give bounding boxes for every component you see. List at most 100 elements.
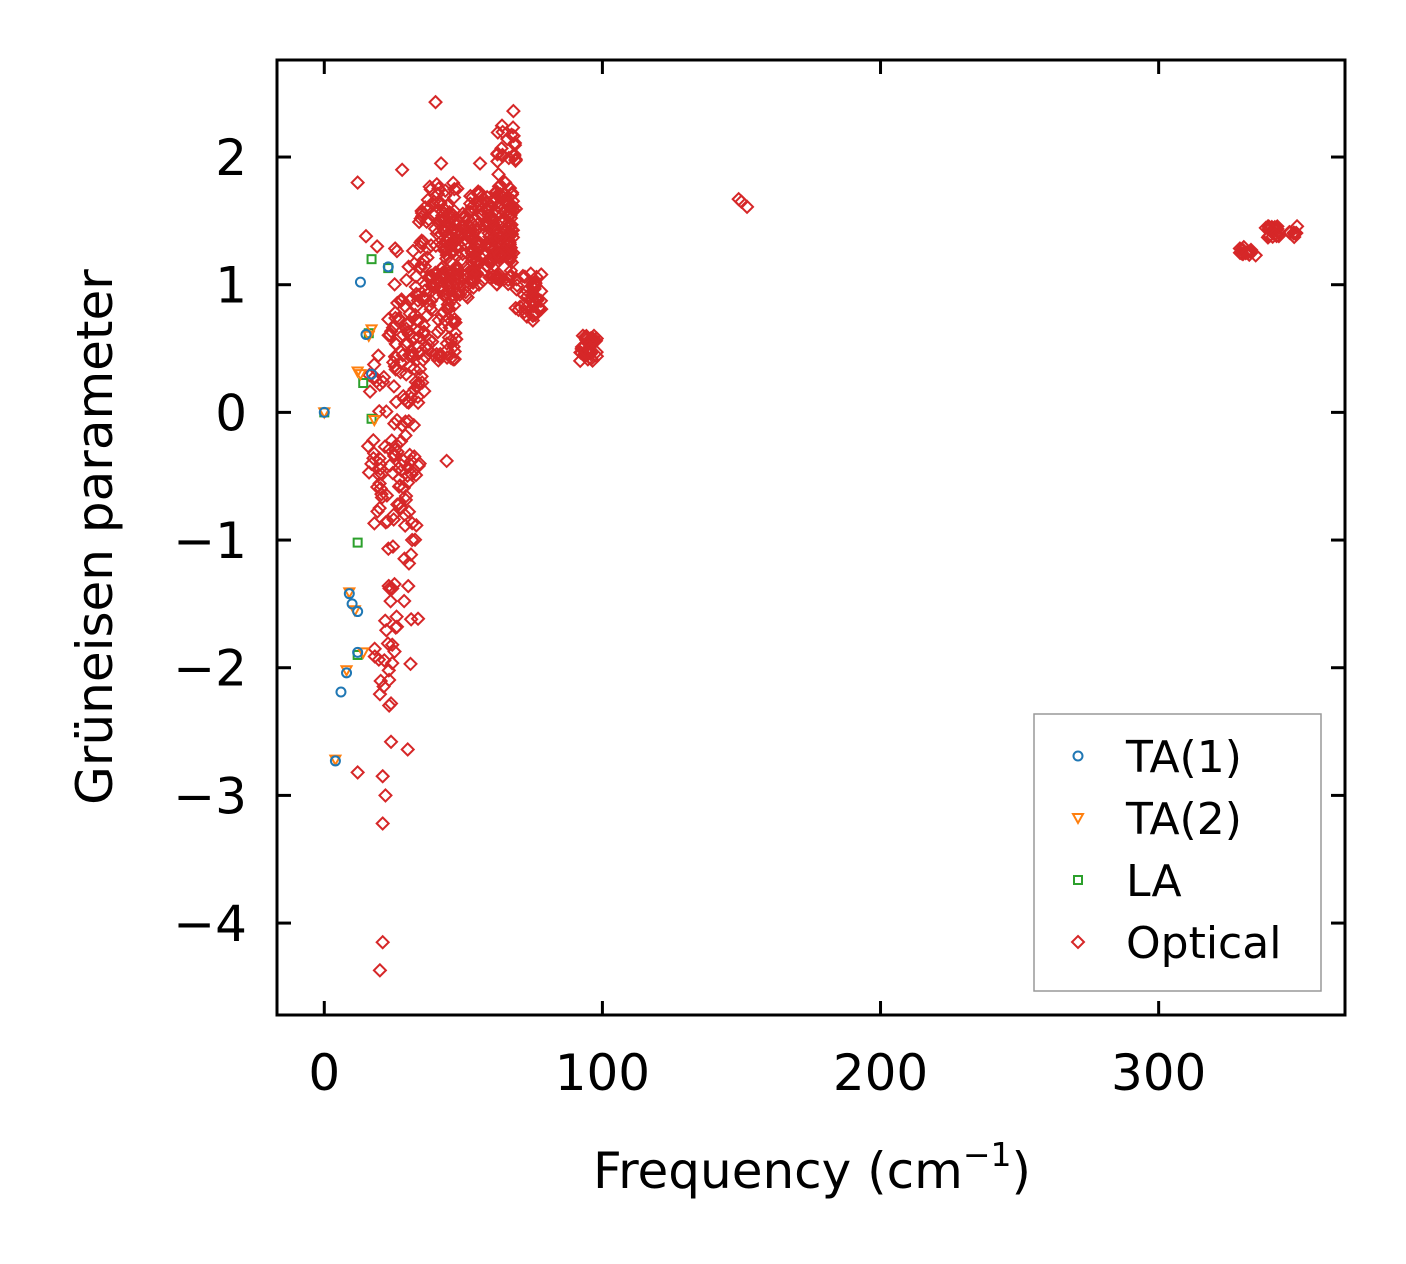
point-optical xyxy=(410,611,426,627)
point-optical xyxy=(414,368,429,384)
point-la xyxy=(352,537,363,548)
point-optical xyxy=(447,311,462,327)
point-optical xyxy=(371,652,387,668)
point-optical xyxy=(383,734,399,750)
point-ta-1- xyxy=(335,686,347,698)
point-optical xyxy=(358,228,374,244)
point-optical xyxy=(376,652,392,668)
point-optical xyxy=(443,333,459,349)
point-optical xyxy=(414,375,430,390)
point-ta-1- xyxy=(329,755,341,767)
point-optical xyxy=(579,328,594,344)
x-axis-label: Frequency (cm−1) xyxy=(593,1135,1031,1200)
point-optical xyxy=(1234,242,1250,258)
point-optical xyxy=(393,293,409,309)
series-ta-1- xyxy=(318,261,394,767)
point-optical xyxy=(383,593,399,609)
point-optical xyxy=(392,312,408,328)
point-optical xyxy=(458,288,474,304)
point-optical xyxy=(433,156,449,171)
point-optical xyxy=(382,581,397,596)
point-optical xyxy=(377,613,393,629)
point-optical xyxy=(380,541,396,557)
point-optical xyxy=(516,287,532,303)
point-optical xyxy=(365,432,381,448)
point-optical xyxy=(407,532,423,548)
point-optical xyxy=(498,212,513,228)
point-optical xyxy=(391,496,407,512)
y-tick-label: 0 xyxy=(215,384,247,442)
point-optical xyxy=(386,448,402,464)
point-optical xyxy=(431,312,447,328)
point-optical xyxy=(439,453,455,469)
plot-frame xyxy=(275,58,1347,1017)
legend-label: LA xyxy=(1126,856,1182,907)
point-optical xyxy=(445,175,461,191)
point-optical xyxy=(495,124,511,140)
point-optical xyxy=(370,503,385,519)
point-ta-1- xyxy=(346,598,358,610)
point-optical xyxy=(525,313,541,328)
point-optical xyxy=(431,181,446,196)
point-optical xyxy=(457,237,473,252)
point-optical xyxy=(426,194,442,209)
point-optical xyxy=(372,450,387,466)
point-optical xyxy=(400,742,416,757)
x-tick-label: 200 xyxy=(833,1044,928,1102)
point-ta-1- xyxy=(382,261,394,273)
point-optical xyxy=(494,140,509,156)
point-optical xyxy=(413,260,429,275)
point-optical xyxy=(497,174,512,190)
point-optical xyxy=(414,203,430,219)
point-optical xyxy=(467,222,483,238)
point-optical xyxy=(446,190,462,205)
point-optical xyxy=(509,278,525,293)
point-optical xyxy=(430,324,446,340)
point-optical xyxy=(403,547,419,562)
point-optical xyxy=(575,328,591,344)
point-optical xyxy=(382,458,398,473)
point-optical xyxy=(366,450,381,466)
point-optical xyxy=(402,359,418,375)
point-optical xyxy=(491,247,507,263)
point-optical xyxy=(457,207,473,223)
point-optical xyxy=(397,518,413,533)
point-optical xyxy=(422,284,438,300)
point-optical xyxy=(502,207,518,223)
point-optical xyxy=(367,369,382,385)
point-optical xyxy=(411,313,427,329)
y-tick-label: −4 xyxy=(173,895,247,953)
point-optical xyxy=(441,214,457,229)
legend-marker-ta-2- xyxy=(1071,813,1085,826)
point-optical xyxy=(387,349,403,364)
legend-item: LA xyxy=(1073,856,1182,907)
point-optical xyxy=(420,202,435,218)
point-optical xyxy=(443,313,459,329)
point-optical xyxy=(389,609,405,625)
point-ta-1- xyxy=(366,368,378,380)
point-ta-2- xyxy=(339,665,354,678)
point-optical xyxy=(397,336,413,352)
point-ta-2- xyxy=(364,324,379,337)
point-ta-1- xyxy=(360,328,372,340)
x-tick-label: 0 xyxy=(308,1044,340,1102)
point-optical xyxy=(389,619,405,635)
point-optical xyxy=(375,816,391,831)
point-optical xyxy=(393,364,408,380)
point-optical xyxy=(375,768,391,784)
point-optical xyxy=(1289,218,1305,234)
point-optical xyxy=(491,223,507,239)
point-ta-1- xyxy=(343,588,355,600)
point-ta-1- xyxy=(354,276,366,288)
point-optical xyxy=(414,233,430,249)
legend-marker-optical xyxy=(1070,934,1086,950)
point-optical xyxy=(404,343,420,359)
point-optical xyxy=(1248,247,1264,263)
point-optical xyxy=(401,259,417,275)
point-optical xyxy=(387,276,403,292)
point-optical xyxy=(469,237,485,253)
point-optical xyxy=(403,656,418,672)
point-optical xyxy=(464,189,480,205)
point-optical xyxy=(404,532,420,548)
point-ta-2- xyxy=(353,369,368,382)
